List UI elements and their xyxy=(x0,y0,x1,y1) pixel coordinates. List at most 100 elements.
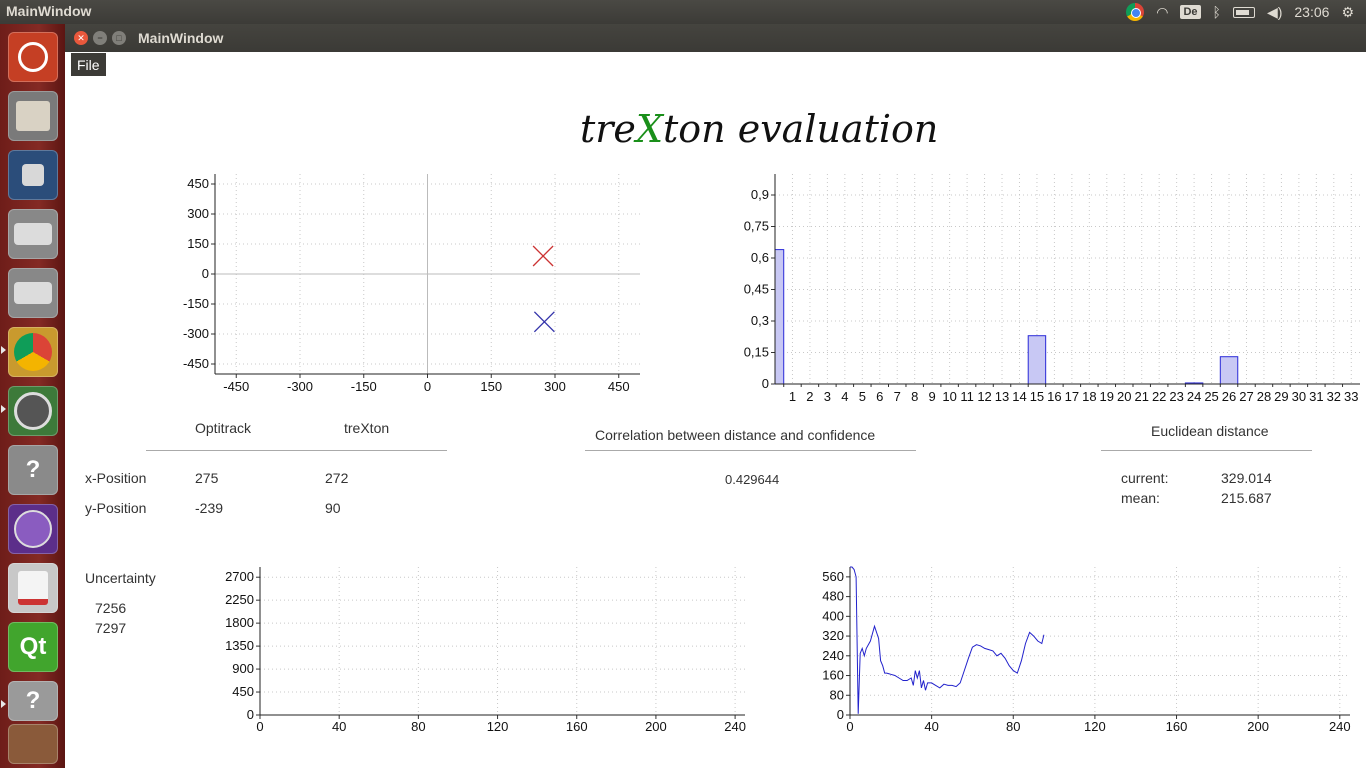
y-tick-label: 2700 xyxy=(225,569,254,584)
x-tick-label: 11 xyxy=(960,389,974,404)
correlation-value: 0.429644 xyxy=(725,472,780,487)
x-tick-label: 10 xyxy=(942,389,956,404)
y-tick-label: 450 xyxy=(187,176,209,191)
series-line xyxy=(850,566,1045,714)
window-title: MainWindow xyxy=(138,30,224,46)
x-tick-label: 160 xyxy=(1166,719,1188,734)
y-tick-label: 560 xyxy=(822,569,844,584)
gear-icon[interactable]: ⚙ xyxy=(1341,3,1354,20)
y-tick-label: -150 xyxy=(183,296,209,311)
bar xyxy=(1027,335,1047,385)
close-icon[interactable]: ✕ xyxy=(74,31,88,45)
pdf-reader-icon[interactable] xyxy=(8,563,58,613)
file-menu[interactable]: File xyxy=(71,53,106,76)
x-tick-label: 300 xyxy=(544,379,566,394)
x-tick-label: -150 xyxy=(351,379,377,394)
x-tick-label: 15 xyxy=(1030,389,1044,404)
uncertainty-label: Uncertainty xyxy=(85,570,156,586)
battery-icon[interactable] xyxy=(1232,6,1255,18)
y-tick-label: 150 xyxy=(187,236,209,251)
mean-label: mean: xyxy=(1121,490,1160,506)
y-tick-label: 0,75 xyxy=(744,219,769,234)
x-tick-label: 18 xyxy=(1082,389,1096,404)
x-tick-label: 40 xyxy=(332,719,346,734)
volume-icon[interactable]: ◀) xyxy=(1266,3,1283,20)
lock-icon[interactable] xyxy=(8,150,58,200)
maximize-icon[interactable]: □ xyxy=(112,31,126,45)
table-divider xyxy=(146,450,447,451)
y-tick-label: -450 xyxy=(183,356,209,371)
minimize-icon[interactable]: − xyxy=(93,31,107,45)
active-app-title: MainWindow xyxy=(6,3,92,19)
x-tick-label: 200 xyxy=(645,719,667,734)
window-title-bar: ✕ − □ MainWindow xyxy=(65,24,1366,52)
x-tick-label: 26 xyxy=(1222,389,1236,404)
chrome-tray-icon[interactable] xyxy=(1126,3,1145,21)
y-tick-label: 320 xyxy=(822,628,844,643)
main-content: treXton evaluation -450 -300 -150 0 150 300 45… xyxy=(65,77,1366,768)
files-icon[interactable] xyxy=(8,91,58,141)
x-tick-label: 150 xyxy=(480,379,502,394)
x-tick-label: 160 xyxy=(566,719,588,734)
title-part: ton evaluation xyxy=(663,107,939,151)
x-tick-label: 9 xyxy=(929,389,936,404)
optitrack-y-value: -239 xyxy=(195,500,224,516)
x-tick-label: 200 xyxy=(1247,719,1269,734)
x-tick-label: 20 xyxy=(1117,389,1131,404)
x-tick-label: 40 xyxy=(924,719,938,734)
x-tick-label: 80 xyxy=(1006,719,1020,734)
title-part: tre xyxy=(580,107,636,151)
x-tick-label: 30 xyxy=(1292,389,1306,404)
ubuntu-dash-icon[interactable] xyxy=(8,32,58,82)
euclidean-divider xyxy=(1101,450,1312,451)
running-indicator xyxy=(1,346,6,354)
unknown-app-icon[interactable]: ? xyxy=(8,681,58,721)
euclidean-distance-title: Euclidean distance xyxy=(1151,423,1269,439)
scatter-marker xyxy=(532,245,554,267)
clock[interactable]: 23:06 xyxy=(1294,4,1330,20)
x-tick-label: 27 xyxy=(1239,389,1253,404)
y-tick-label: 0,6 xyxy=(751,250,769,265)
x-tick-label: 24 xyxy=(1187,389,1201,404)
y-tick-label: 0 xyxy=(202,266,209,281)
trexton-y-value: 90 xyxy=(325,500,341,516)
x-position-label: x-Position xyxy=(85,470,147,486)
x-tick-label: 0 xyxy=(256,719,263,734)
y-tick-label: 0 xyxy=(247,707,254,722)
x-tick-label: 32 xyxy=(1327,389,1341,404)
wifi-icon[interactable]: ◠ xyxy=(1156,3,1169,20)
keyboard-layout-indicator[interactable]: De xyxy=(1180,5,1201,19)
y-tick-label: 0,3 xyxy=(751,313,769,328)
x-tick-label: 0 xyxy=(424,379,431,394)
current-label: current: xyxy=(1121,470,1169,486)
y-tick-label: 0,45 xyxy=(744,282,769,297)
optitrack-header: Optitrack xyxy=(195,420,252,436)
chrome-icon[interactable] xyxy=(8,327,58,377)
software-updater-icon[interactable] xyxy=(8,386,58,436)
system-top-bar: MainWindow ◠ De ᛒ ◀) 23:06 ⚙ xyxy=(0,0,1366,24)
x-tick-label: 7 xyxy=(894,389,901,404)
current-distance-value: 329.014 xyxy=(1221,470,1272,486)
mean-distance-value: 215.687 xyxy=(1221,490,1272,506)
emacs-icon[interactable] xyxy=(8,504,58,554)
qt-creator-icon[interactable]: Qt xyxy=(8,622,58,672)
running-indicator xyxy=(1,405,6,413)
unknown-app-icon[interactable]: ? xyxy=(8,445,58,495)
y-tick-label: 450 xyxy=(232,684,254,699)
y-position-label: y-Position xyxy=(85,500,147,516)
x-tick-label: -300 xyxy=(287,379,313,394)
distance-history-plot: 0 40 80 120 160 200 240 560 480 400 320 240 160 80 0 xyxy=(822,566,1351,734)
page-title: treXton evaluation xyxy=(580,107,938,151)
y-tick-label: 160 xyxy=(822,668,844,683)
x-tick-label: 16 xyxy=(1047,389,1061,404)
x-tick-label: 6 xyxy=(876,389,883,404)
bar xyxy=(1219,356,1239,385)
drive-icon[interactable] xyxy=(8,268,58,318)
bluetooth-icon[interactable]: ᛒ xyxy=(1212,4,1221,20)
drive-icon[interactable] xyxy=(8,209,58,259)
trexton-header: treXton xyxy=(344,420,390,436)
uncertainty-value: 7297 xyxy=(95,620,127,636)
workspace-switcher-icon[interactable] xyxy=(8,724,58,764)
x-tick-label: 33 xyxy=(1344,389,1358,404)
